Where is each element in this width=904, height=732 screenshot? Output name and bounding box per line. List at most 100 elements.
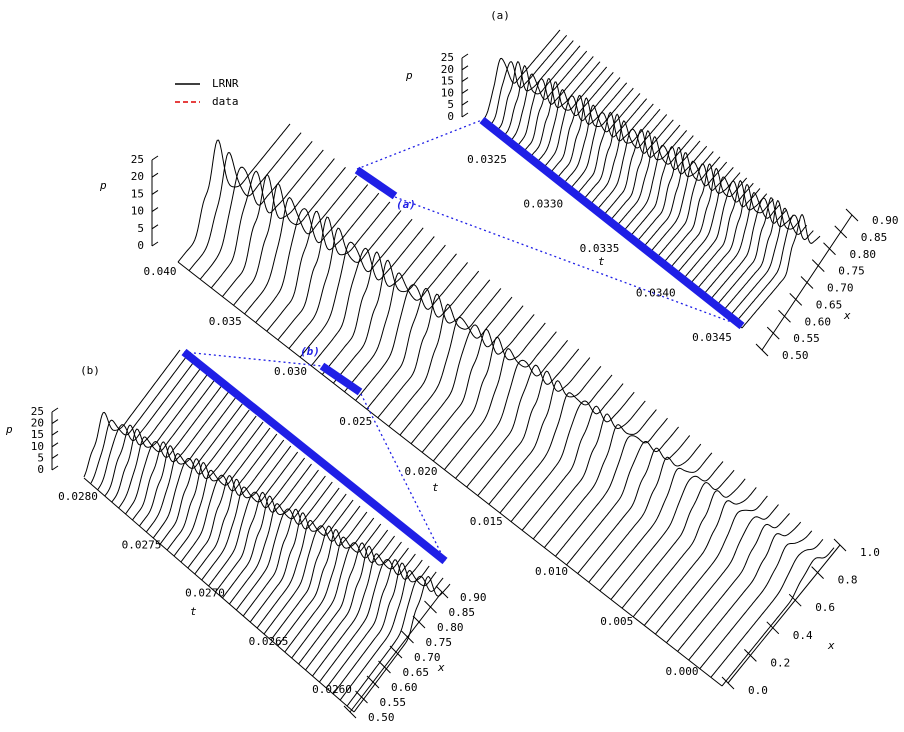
curve <box>263 505 361 635</box>
curve <box>694 183 774 292</box>
curve <box>277 517 375 647</box>
x-tick-label: 0.75 <box>426 636 453 649</box>
panel: 0.0400.0350.0300.0250.0200.0150.0100.005… <box>99 123 880 697</box>
x-tick <box>800 276 814 289</box>
t-tick-label: 0.035 <box>209 315 242 328</box>
t-tick-label: 0.0345 <box>692 331 732 344</box>
curve <box>366 270 480 410</box>
p-tick-label: 15 <box>131 187 144 200</box>
curve <box>488 365 602 505</box>
curve <box>688 521 802 661</box>
curve <box>344 253 457 393</box>
curve <box>355 262 468 401</box>
curve <box>510 383 624 522</box>
p-tick <box>51 465 59 471</box>
x-tick <box>788 593 802 607</box>
curve <box>222 158 335 297</box>
x-tick <box>766 621 780 635</box>
x-tick-label: 0.55 <box>793 332 820 345</box>
t-tick-label: 0.0270 <box>185 587 225 600</box>
x-tick <box>766 326 780 340</box>
x-tick-label: 0.6 <box>815 601 835 614</box>
p-tick-label: 25 <box>131 153 144 166</box>
x-tick <box>778 309 791 323</box>
x-tick-label: 0.0 <box>748 684 768 697</box>
curve <box>242 487 340 617</box>
curve <box>588 114 668 207</box>
curve <box>555 417 668 557</box>
zoom-marker: (a) <box>396 198 416 211</box>
curve <box>477 357 591 496</box>
curve <box>125 385 222 515</box>
curve <box>104 367 202 497</box>
x-tick-label: 0.80 <box>437 621 464 634</box>
curve <box>159 415 257 545</box>
t-tick-label: 0.030 <box>274 365 307 378</box>
curve <box>544 409 657 548</box>
curve <box>701 192 781 297</box>
curve <box>632 478 746 618</box>
p-tick <box>461 65 469 71</box>
curve <box>499 374 613 514</box>
legend-label: data <box>212 95 239 108</box>
t-tick-label: 0.025 <box>339 415 372 428</box>
curve <box>346 575 444 707</box>
curve <box>177 123 291 263</box>
t-tick-label: 0.010 <box>535 565 568 578</box>
curve <box>610 461 724 600</box>
p-tick-label: 5 <box>447 98 454 111</box>
curve <box>466 348 580 488</box>
x-tick <box>412 615 426 629</box>
curve <box>256 499 354 629</box>
x-tick-label: 0.65 <box>816 298 843 311</box>
curve <box>668 167 748 271</box>
t-tick-label: 0.020 <box>404 465 437 478</box>
t-tick-label: 0.0265 <box>249 635 289 648</box>
curve <box>643 487 757 626</box>
p-tick-label: 10 <box>441 86 454 99</box>
x-tick-label: 0.8 <box>838 574 858 587</box>
x-tick <box>811 259 825 272</box>
curve <box>222 469 319 599</box>
curve <box>432 322 546 462</box>
t-axis-label: t <box>432 481 439 494</box>
t-tick-label: 0.0260 <box>312 683 352 696</box>
t-axis <box>83 477 355 713</box>
p-tick <box>51 407 59 413</box>
p-tick-label: 15 <box>441 75 454 88</box>
curve <box>728 207 808 318</box>
curve <box>235 481 333 611</box>
curve <box>708 197 788 302</box>
curve <box>444 331 557 471</box>
zoom-region <box>181 348 448 565</box>
curve <box>501 45 581 139</box>
curve <box>180 433 278 563</box>
p-tick-label: 15 <box>31 428 44 441</box>
panel-title: (a) <box>490 9 510 22</box>
curve <box>310 227 424 367</box>
p-tick <box>461 77 469 83</box>
curve <box>321 236 435 375</box>
curve <box>201 451 299 581</box>
p-tick <box>151 189 159 195</box>
p-tick-label: 20 <box>131 170 144 183</box>
x-tick-label: 0.60 <box>391 681 418 694</box>
curve <box>270 511 368 641</box>
x-tick <box>424 600 437 614</box>
x-tick <box>845 208 859 222</box>
curve <box>173 427 271 557</box>
x-tick <box>389 645 403 659</box>
curve <box>90 355 188 484</box>
curve <box>288 210 402 349</box>
curve <box>299 218 413 358</box>
t-tick-label: 0.0340 <box>636 287 676 300</box>
x-tick-label: 0.4 <box>793 629 813 642</box>
curve <box>577 435 691 574</box>
p-tick <box>151 224 159 230</box>
curve <box>601 124 681 218</box>
x-tick-label: 0.60 <box>805 315 832 328</box>
curve <box>654 163 734 260</box>
curve <box>568 98 648 191</box>
x-tick-label: 0.50 <box>368 711 395 724</box>
curve <box>521 391 635 531</box>
